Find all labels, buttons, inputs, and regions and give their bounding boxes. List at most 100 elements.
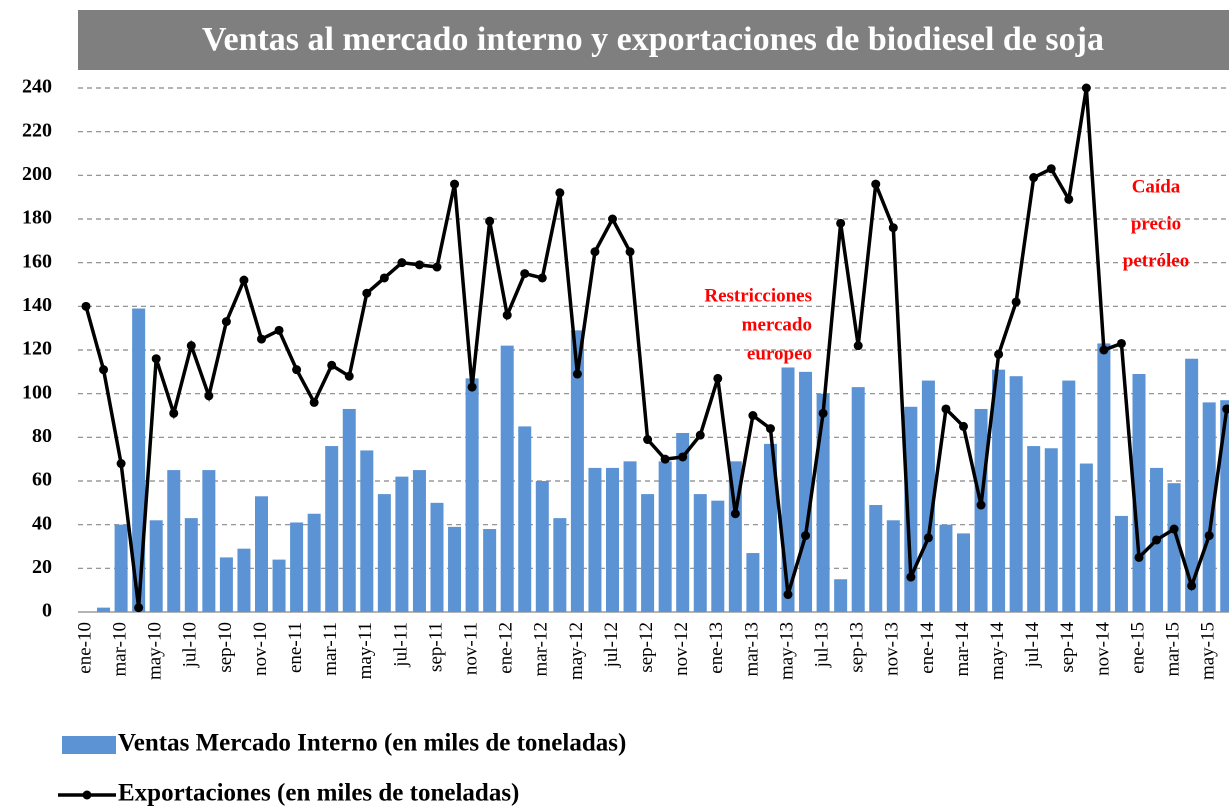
- point: [871, 179, 881, 189]
- bar: [1114, 515, 1128, 612]
- point: [888, 223, 898, 233]
- point: [467, 382, 477, 392]
- bar: [325, 446, 339, 612]
- x-tick-label: jul-14: [1022, 622, 1043, 669]
- x-tick-label: may-14: [987, 622, 1008, 681]
- bar: [342, 408, 356, 612]
- bar: [904, 406, 918, 612]
- point: [134, 603, 144, 613]
- bar: [1202, 402, 1216, 612]
- point: [976, 500, 986, 510]
- bar: [570, 330, 584, 612]
- x-tick-label: ene-11: [285, 622, 306, 673]
- point: [1064, 194, 1074, 204]
- x-tick-label: jul-11: [390, 622, 411, 668]
- point: [239, 275, 249, 285]
- bar: [535, 481, 549, 612]
- x-tick-label: mar-14: [952, 622, 973, 677]
- bar: [606, 467, 619, 612]
- point: [151, 354, 161, 364]
- bar: [167, 470, 181, 612]
- legend-label: Ventas Mercado Interno (en miles de tone…: [118, 730, 626, 757]
- point: [1116, 338, 1126, 348]
- x-tick-label: jul-10: [180, 622, 201, 668]
- bar: [149, 520, 163, 612]
- point: [186, 341, 196, 351]
- y-tick-label: 220: [22, 119, 52, 141]
- bar: [430, 502, 444, 612]
- point: [327, 360, 337, 370]
- bar: [483, 529, 497, 612]
- annotation: Caída: [1132, 176, 1181, 197]
- bar: [377, 494, 391, 612]
- point: [1099, 345, 1109, 355]
- point: [1029, 173, 1039, 183]
- point: [625, 247, 635, 257]
- bar: [1027, 446, 1041, 612]
- bar: [395, 476, 409, 612]
- bar: [219, 557, 233, 612]
- x-tick-label: nov-13: [882, 622, 903, 676]
- y-tick-label: 20: [32, 556, 52, 578]
- x-tick-label: nov-11: [460, 622, 481, 675]
- x-tick-label: nov-12: [671, 622, 692, 676]
- point: [695, 430, 705, 440]
- point: [1046, 164, 1056, 174]
- point: [116, 459, 126, 469]
- point: [608, 214, 617, 224]
- bar: [1185, 358, 1199, 612]
- point: [81, 301, 91, 311]
- point: [941, 404, 951, 414]
- bar: [307, 513, 321, 612]
- x-tick-label: may-12: [566, 622, 587, 680]
- point: [1187, 581, 1197, 591]
- point: [713, 373, 723, 383]
- bar: [97, 607, 111, 612]
- title-background: [78, 10, 1229, 70]
- point: [362, 288, 372, 298]
- x-tick-label: may-15: [1198, 622, 1219, 680]
- x-tick-label: jul-12: [601, 622, 622, 668]
- bar: [1009, 376, 1023, 612]
- bar: [1220, 400, 1229, 612]
- x-tick-label: mar-15: [1162, 622, 1183, 677]
- bar: [1097, 343, 1111, 612]
- point: [99, 365, 109, 375]
- point: [537, 273, 547, 283]
- point: [379, 273, 389, 283]
- point: [765, 424, 775, 434]
- point: [923, 533, 933, 543]
- y-tick-label: 120: [22, 338, 52, 360]
- point: [678, 452, 688, 462]
- point: [555, 188, 565, 198]
- point: [1081, 83, 1091, 93]
- point: [1222, 404, 1229, 414]
- bar: [939, 524, 953, 612]
- x-tick-label: sep-11: [425, 622, 446, 672]
- x-tick-label: sep-12: [636, 622, 657, 673]
- x-tick-label: sep-13: [847, 622, 868, 673]
- point: [660, 454, 670, 464]
- annotation: petróleo: [1123, 250, 1189, 271]
- bar: [623, 461, 637, 612]
- y-tick-label: 140: [22, 294, 52, 316]
- bar: [711, 500, 725, 612]
- y-tick-label: 100: [22, 381, 52, 403]
- annotation: Restricciones: [704, 285, 812, 306]
- point: [1152, 535, 1162, 545]
- x-tick-label: jul-13: [811, 622, 832, 668]
- point: [309, 397, 319, 407]
- annotation: precio: [1131, 213, 1181, 234]
- point: [432, 262, 442, 272]
- x-tick-label: nov-10: [250, 622, 271, 676]
- point: [485, 216, 495, 226]
- point: [520, 269, 530, 279]
- bar: [746, 553, 760, 612]
- bar: [588, 467, 602, 612]
- bar: [412, 470, 426, 612]
- bar: [290, 522, 304, 612]
- point: [274, 325, 284, 335]
- point: [397, 258, 407, 268]
- y-tick-label: 40: [32, 512, 52, 534]
